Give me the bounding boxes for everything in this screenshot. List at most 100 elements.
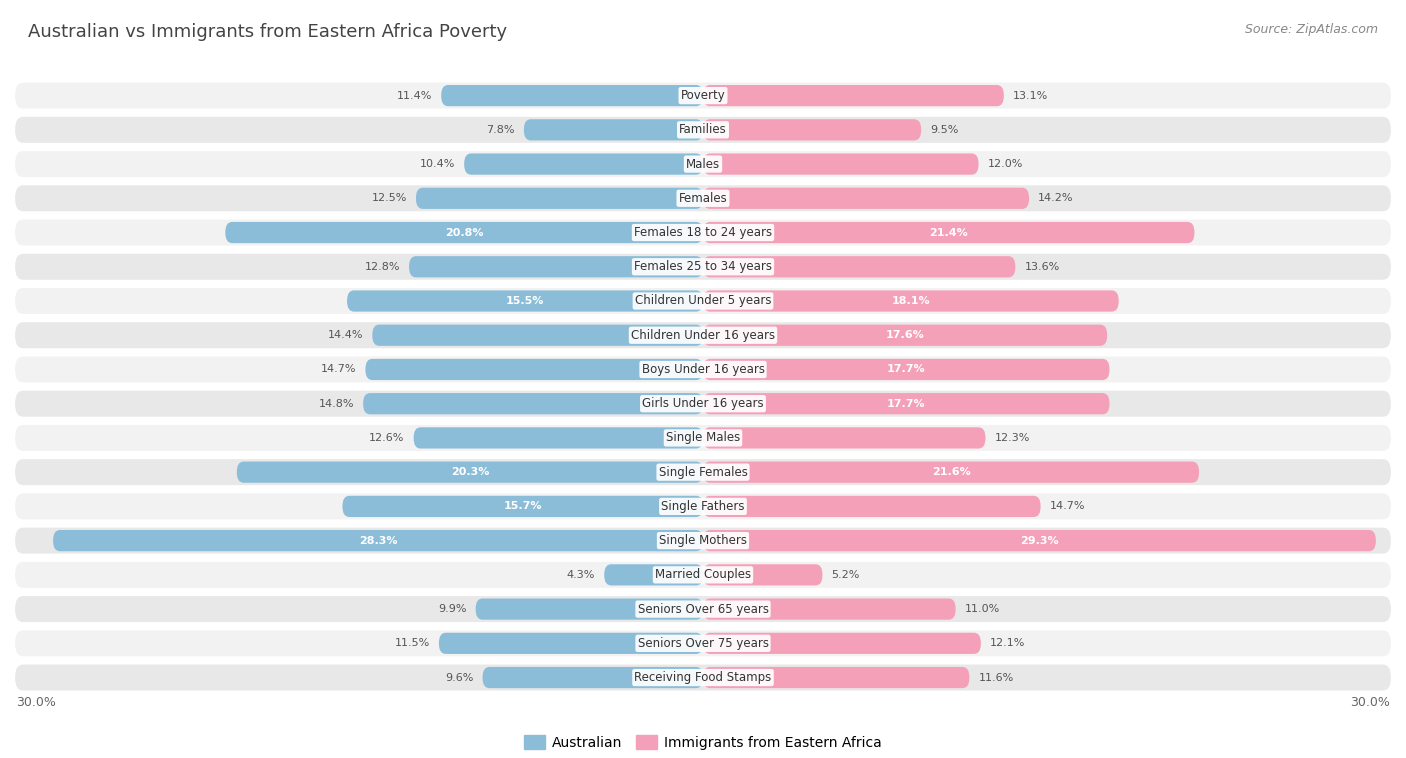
- Text: 5.2%: 5.2%: [831, 570, 860, 580]
- FancyBboxPatch shape: [703, 633, 981, 654]
- Text: 11.6%: 11.6%: [979, 672, 1014, 682]
- FancyBboxPatch shape: [475, 599, 703, 620]
- Text: 11.4%: 11.4%: [396, 91, 432, 101]
- Text: 21.4%: 21.4%: [929, 227, 969, 237]
- Text: 12.8%: 12.8%: [364, 262, 399, 272]
- Text: 12.0%: 12.0%: [988, 159, 1024, 169]
- Text: 28.3%: 28.3%: [359, 536, 398, 546]
- FancyBboxPatch shape: [703, 428, 986, 449]
- Text: 12.3%: 12.3%: [994, 433, 1031, 443]
- FancyBboxPatch shape: [703, 359, 1109, 380]
- FancyBboxPatch shape: [366, 359, 703, 380]
- FancyBboxPatch shape: [14, 116, 1392, 144]
- FancyBboxPatch shape: [53, 530, 703, 551]
- FancyBboxPatch shape: [343, 496, 703, 517]
- FancyBboxPatch shape: [413, 428, 703, 449]
- Text: 12.1%: 12.1%: [990, 638, 1025, 648]
- FancyBboxPatch shape: [225, 222, 703, 243]
- Text: 14.8%: 14.8%: [318, 399, 354, 409]
- Text: 29.3%: 29.3%: [1021, 536, 1059, 546]
- Text: 20.3%: 20.3%: [451, 467, 489, 477]
- FancyBboxPatch shape: [14, 458, 1392, 486]
- Text: 4.3%: 4.3%: [567, 570, 595, 580]
- Text: 14.2%: 14.2%: [1038, 193, 1074, 203]
- Text: Females: Females: [679, 192, 727, 205]
- FancyBboxPatch shape: [373, 324, 703, 346]
- FancyBboxPatch shape: [14, 287, 1392, 315]
- Text: Females 25 to 34 years: Females 25 to 34 years: [634, 260, 772, 274]
- Text: 14.4%: 14.4%: [328, 330, 363, 340]
- FancyBboxPatch shape: [14, 663, 1392, 691]
- Text: 20.8%: 20.8%: [444, 227, 484, 237]
- FancyBboxPatch shape: [703, 290, 1119, 312]
- Text: 17.6%: 17.6%: [886, 330, 925, 340]
- FancyBboxPatch shape: [14, 527, 1392, 555]
- FancyBboxPatch shape: [14, 595, 1392, 623]
- FancyBboxPatch shape: [703, 564, 823, 585]
- Text: Girls Under 16 years: Girls Under 16 years: [643, 397, 763, 410]
- FancyBboxPatch shape: [14, 321, 1392, 349]
- Text: 17.7%: 17.7%: [887, 399, 925, 409]
- FancyBboxPatch shape: [605, 564, 703, 585]
- Text: 13.6%: 13.6%: [1025, 262, 1060, 272]
- Text: 14.7%: 14.7%: [1050, 501, 1085, 512]
- FancyBboxPatch shape: [703, 153, 979, 174]
- Text: 11.0%: 11.0%: [965, 604, 1000, 614]
- Text: 18.1%: 18.1%: [891, 296, 931, 306]
- Text: Seniors Over 75 years: Seniors Over 75 years: [637, 637, 769, 650]
- Text: Poverty: Poverty: [681, 89, 725, 102]
- FancyBboxPatch shape: [703, 188, 1029, 209]
- FancyBboxPatch shape: [14, 629, 1392, 657]
- FancyBboxPatch shape: [14, 82, 1392, 110]
- FancyBboxPatch shape: [703, 599, 956, 620]
- Text: 17.7%: 17.7%: [887, 365, 925, 374]
- FancyBboxPatch shape: [524, 119, 703, 140]
- Legend: Australian, Immigrants from Eastern Africa: Australian, Immigrants from Eastern Afri…: [519, 729, 887, 755]
- FancyBboxPatch shape: [14, 493, 1392, 521]
- Text: Receiving Food Stamps: Receiving Food Stamps: [634, 671, 772, 684]
- FancyBboxPatch shape: [703, 530, 1376, 551]
- Text: 9.9%: 9.9%: [437, 604, 467, 614]
- FancyBboxPatch shape: [703, 119, 921, 140]
- FancyBboxPatch shape: [409, 256, 703, 277]
- FancyBboxPatch shape: [347, 290, 703, 312]
- Text: Source: ZipAtlas.com: Source: ZipAtlas.com: [1244, 23, 1378, 36]
- FancyBboxPatch shape: [703, 496, 1040, 517]
- FancyBboxPatch shape: [14, 561, 1392, 589]
- Text: Single Fathers: Single Fathers: [661, 500, 745, 513]
- Text: Families: Families: [679, 124, 727, 136]
- Text: Single Mothers: Single Mothers: [659, 534, 747, 547]
- FancyBboxPatch shape: [703, 324, 1107, 346]
- Text: 7.8%: 7.8%: [486, 125, 515, 135]
- Text: Australian vs Immigrants from Eastern Africa Poverty: Australian vs Immigrants from Eastern Af…: [28, 23, 508, 41]
- FancyBboxPatch shape: [703, 256, 1015, 277]
- Text: 14.7%: 14.7%: [321, 365, 356, 374]
- FancyBboxPatch shape: [14, 424, 1392, 452]
- Text: Single Males: Single Males: [666, 431, 740, 444]
- FancyBboxPatch shape: [14, 218, 1392, 246]
- Text: Seniors Over 65 years: Seniors Over 65 years: [637, 603, 769, 615]
- Text: Children Under 16 years: Children Under 16 years: [631, 329, 775, 342]
- Text: Single Females: Single Females: [658, 465, 748, 478]
- Text: 21.6%: 21.6%: [932, 467, 970, 477]
- Text: Boys Under 16 years: Boys Under 16 years: [641, 363, 765, 376]
- FancyBboxPatch shape: [482, 667, 703, 688]
- FancyBboxPatch shape: [14, 184, 1392, 212]
- FancyBboxPatch shape: [416, 188, 703, 209]
- Text: Children Under 5 years: Children Under 5 years: [634, 295, 772, 308]
- Text: 30.0%: 30.0%: [1350, 696, 1389, 709]
- FancyBboxPatch shape: [236, 462, 703, 483]
- FancyBboxPatch shape: [464, 153, 703, 174]
- FancyBboxPatch shape: [703, 462, 1199, 483]
- Text: 9.6%: 9.6%: [444, 672, 474, 682]
- Text: 10.4%: 10.4%: [419, 159, 456, 169]
- FancyBboxPatch shape: [441, 85, 703, 106]
- Text: 12.5%: 12.5%: [371, 193, 406, 203]
- Text: Females 18 to 24 years: Females 18 to 24 years: [634, 226, 772, 239]
- FancyBboxPatch shape: [14, 150, 1392, 178]
- FancyBboxPatch shape: [14, 252, 1392, 280]
- Text: 12.6%: 12.6%: [370, 433, 405, 443]
- FancyBboxPatch shape: [363, 393, 703, 415]
- Text: 30.0%: 30.0%: [17, 696, 56, 709]
- Text: 9.5%: 9.5%: [931, 125, 959, 135]
